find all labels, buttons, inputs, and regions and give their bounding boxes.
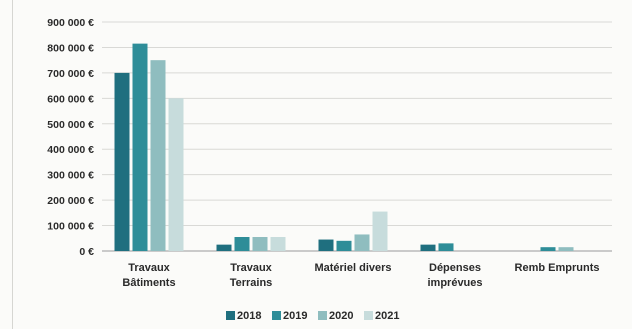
- x-tick-label: Bâtiments: [122, 277, 175, 289]
- y-tick-label: 800 000 €: [47, 42, 94, 54]
- y-tick-label: 400 000 €: [47, 144, 94, 156]
- legend-swatch-2020: [318, 311, 327, 320]
- y-tick-label: 500 000 €: [47, 119, 94, 131]
- bar-2019: [438, 243, 454, 251]
- y-tick-label: 200 000 €: [47, 195, 94, 207]
- x-tick-label: Dépenses: [429, 262, 481, 274]
- legend-swatch-2019: [272, 311, 281, 320]
- x-tick-label: imprévues: [427, 277, 482, 289]
- y-tick-label: 300 000 €: [47, 170, 94, 182]
- bar-2021: [372, 211, 388, 251]
- bar-2019: [234, 237, 250, 251]
- y-tick-label: 900 000 €: [47, 17, 94, 29]
- legend-label: 2021: [375, 310, 399, 322]
- bar-2019: [132, 43, 148, 251]
- x-tick-label: Matériel divers: [314, 262, 391, 274]
- legend-label: 2019: [283, 310, 307, 322]
- bar-2020: [252, 237, 268, 251]
- legend-label: 2020: [329, 310, 353, 322]
- y-tick-label: 0 €: [79, 246, 94, 258]
- y-tick-label: 700 000 €: [47, 68, 94, 80]
- bar-2018: [318, 239, 334, 251]
- bar-2021: [168, 98, 184, 251]
- bar-2019: [540, 247, 556, 251]
- legend-label: 2018: [237, 310, 261, 322]
- bar-2020: [354, 234, 370, 251]
- legend-swatch-2021: [364, 311, 373, 320]
- x-tick-label: Terrains: [230, 277, 273, 289]
- y-tick-label: 600 000 €: [47, 93, 94, 105]
- bar-2020: [150, 60, 166, 251]
- page-edge-rule: [12, 0, 13, 329]
- x-tick-label: Remb Emprunts: [515, 262, 600, 274]
- y-tick-label: 100 000 €: [47, 221, 94, 233]
- legend-swatch-2018: [226, 311, 235, 320]
- bar-2021: [270, 237, 286, 251]
- bar-2018: [216, 244, 232, 251]
- bar-2020: [558, 247, 574, 251]
- bar-2019: [336, 240, 352, 251]
- x-tick-label: Travaux: [128, 262, 170, 274]
- bar-2018: [420, 244, 436, 251]
- x-tick-label: Travaux: [230, 262, 272, 274]
- bar-2018: [114, 72, 130, 251]
